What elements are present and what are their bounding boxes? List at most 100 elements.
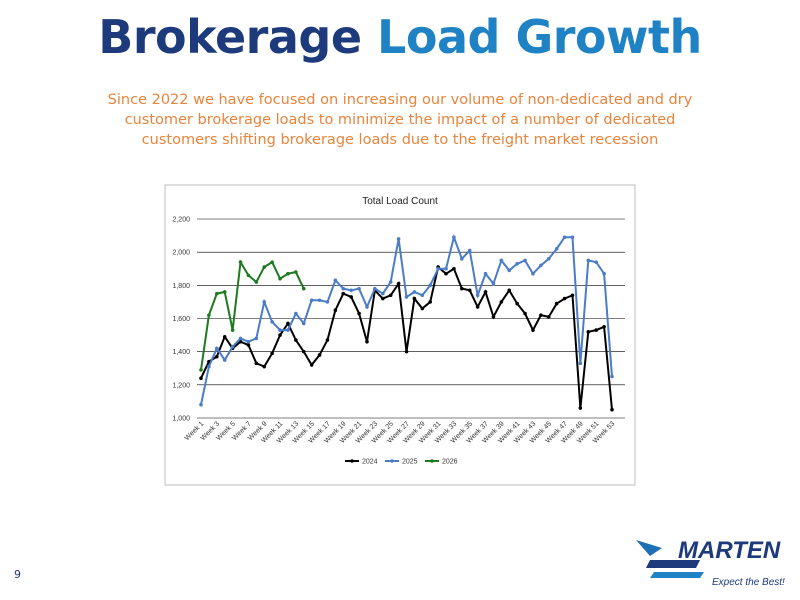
legend-label: 2024 <box>362 459 378 466</box>
point <box>325 338 330 342</box>
point <box>602 324 606 329</box>
point <box>373 286 377 291</box>
point <box>246 273 251 278</box>
title-part: Brokerage <box>98 10 362 64</box>
y-tick-label: 1,800 <box>172 283 190 290</box>
point <box>238 336 243 341</box>
y-tick-label: 2,000 <box>172 250 190 257</box>
point <box>270 351 274 356</box>
point <box>222 334 227 339</box>
logo-name: MARTEN <box>678 537 781 564</box>
point <box>452 235 456 240</box>
point <box>412 296 417 301</box>
point <box>301 286 306 291</box>
point <box>215 354 219 359</box>
point <box>460 286 464 291</box>
legend-swatch <box>430 459 434 463</box>
point <box>238 339 243 344</box>
point <box>294 311 298 316</box>
slide-title: Brokerage Load Growth <box>0 10 800 64</box>
point <box>262 300 267 304</box>
point <box>586 258 591 263</box>
point <box>254 336 259 341</box>
point <box>452 266 456 271</box>
point <box>357 311 361 316</box>
point <box>467 288 472 293</box>
point <box>420 293 425 298</box>
point <box>460 257 464 261</box>
point <box>365 339 369 344</box>
point <box>333 308 338 313</box>
point <box>278 276 282 281</box>
point <box>412 290 417 294</box>
point <box>602 271 606 276</box>
point <box>349 288 353 293</box>
point <box>215 346 219 351</box>
point <box>301 321 306 326</box>
point <box>254 280 259 284</box>
point <box>270 260 274 264</box>
point <box>317 298 322 303</box>
point <box>570 293 575 298</box>
point <box>246 339 251 344</box>
point <box>578 406 583 410</box>
point <box>357 286 361 291</box>
point <box>294 338 298 342</box>
point <box>207 364 211 369</box>
point <box>270 320 274 324</box>
point <box>254 361 259 366</box>
legend-label: 2025 <box>402 459 418 466</box>
point <box>388 293 393 298</box>
point <box>483 290 488 294</box>
point <box>380 296 385 301</box>
point <box>436 266 440 271</box>
point <box>388 280 393 284</box>
point <box>562 235 567 240</box>
point <box>286 271 290 276</box>
legend-label: 2026 <box>442 459 458 466</box>
point <box>428 300 433 304</box>
point <box>610 374 614 379</box>
logo-icon <box>636 540 662 556</box>
point <box>420 306 425 311</box>
point <box>215 291 219 296</box>
point <box>199 402 203 407</box>
point <box>546 257 551 261</box>
point <box>199 376 203 381</box>
point <box>554 247 559 251</box>
point <box>444 266 448 271</box>
point <box>515 261 519 266</box>
point <box>546 315 551 319</box>
point <box>499 258 504 263</box>
point <box>230 328 235 332</box>
point <box>467 248 472 253</box>
point <box>428 283 433 288</box>
point <box>610 407 614 412</box>
point <box>562 296 567 301</box>
point <box>286 321 290 326</box>
point <box>294 270 298 274</box>
point <box>341 291 346 296</box>
chart-title: Total Load Count <box>362 196 438 207</box>
y-tick-label: 1,600 <box>172 316 190 323</box>
subtitle: Since 2022 we have focused on increasing… <box>107 92 693 148</box>
chart-frame <box>164 184 636 486</box>
point <box>230 344 235 349</box>
y-tick-label: 1,400 <box>172 349 190 356</box>
point <box>523 258 527 263</box>
point <box>325 300 330 304</box>
title-part: Load Growth <box>377 10 702 64</box>
point <box>507 288 512 293</box>
point <box>396 281 401 286</box>
y-tick-label: 1,200 <box>172 382 190 389</box>
point <box>531 328 535 332</box>
point <box>499 300 504 304</box>
point <box>365 305 369 309</box>
point <box>380 291 385 296</box>
point <box>278 333 282 337</box>
logo: MARTEN Expect the Best! <box>636 537 785 588</box>
point <box>207 313 211 317</box>
point <box>333 278 338 283</box>
